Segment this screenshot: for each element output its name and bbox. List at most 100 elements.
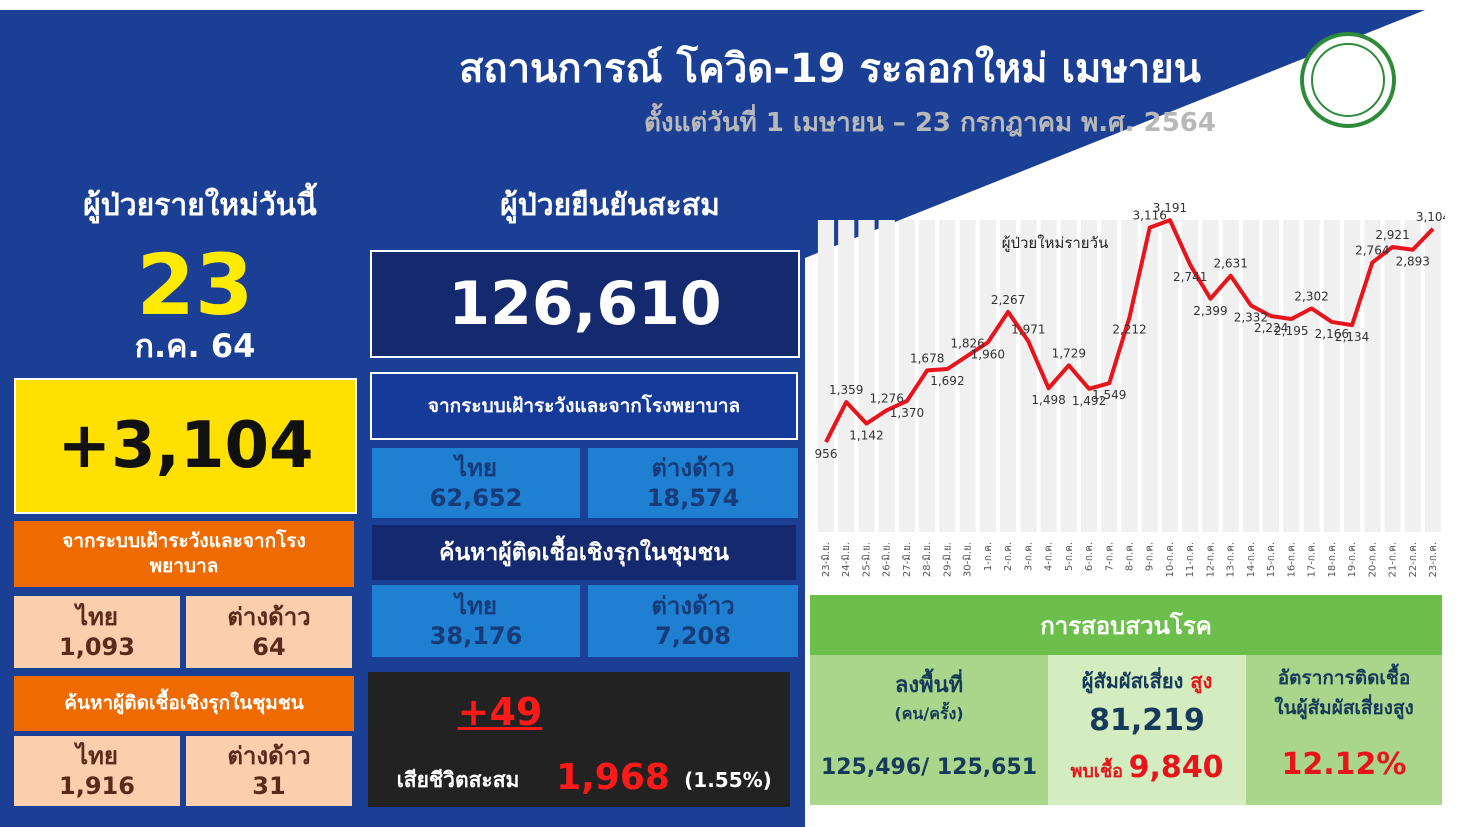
- x-tick-label: 6-ก.ค.: [1084, 542, 1095, 571]
- x-tick-label: 23-ก.ค.: [1428, 542, 1439, 577]
- x-tick-label: 24-มิ.ย.: [841, 542, 852, 577]
- x-tick-label: 10-ก.ค.: [1165, 542, 1176, 577]
- value-label: 2,224: [1254, 321, 1288, 335]
- deaths-new: +49: [457, 690, 543, 734]
- x-tick-label: 12-ก.ค.: [1205, 542, 1216, 577]
- line-chart: ผู้ป่วยใหม่รายวัน 956 23-มิ.ย. 1,359 24-มิ.ย…: [815, 201, 1445, 577]
- value-label: 2,267: [991, 293, 1025, 307]
- background-bar: [898, 220, 916, 532]
- value: 1,093: [59, 633, 135, 661]
- today-day: 23: [136, 236, 254, 334]
- background-bar: [1080, 220, 1098, 532]
- value: 18,574: [646, 484, 740, 512]
- value-label: 1,370: [890, 406, 924, 420]
- found: พบเชื้อ 9,840: [1071, 750, 1224, 785]
- label-high: สูง: [1190, 669, 1213, 693]
- value-label: 1,729: [1052, 346, 1086, 360]
- background-bar: [1000, 220, 1017, 532]
- cumulative-hospital-thai: ไทย 62,652: [372, 448, 580, 518]
- label: ไทย: [455, 454, 497, 482]
- value-label: 1,142: [849, 429, 883, 443]
- background-bar: [1101, 220, 1118, 532]
- background-bar: [1020, 220, 1037, 532]
- investigation-title: การสอบสวนโรค: [810, 595, 1442, 655]
- value-label: 2,741: [1173, 270, 1207, 284]
- logo: [1300, 32, 1396, 128]
- value-label: 1,359: [829, 383, 863, 397]
- unit: (คน/ครั้ง): [894, 704, 964, 723]
- contacts: ผู้สัมผัสเสี่ยง สูง 81,219 พบเชื้อ 9,840: [1048, 655, 1246, 805]
- today-hospital-foreign: ต่างด้าว 64: [186, 596, 352, 668]
- value: 12.12%: [1281, 747, 1407, 782]
- x-tick-label: 20-ก.ค.: [1367, 542, 1378, 577]
- label: ต่างด้าว: [227, 603, 311, 631]
- value-label: 2,399: [1193, 304, 1227, 318]
- x-tick-label: 7-ก.ค.: [1104, 542, 1115, 571]
- x-tick-label: 21-ก.ค.: [1388, 542, 1399, 577]
- x-tick-label: 30-มิ.ย.: [963, 542, 974, 577]
- background-bar: [1060, 220, 1077, 532]
- today-community-thai: ไทย 1,916: [14, 736, 180, 806]
- label: ผู้สัมผัสเสี่ยง สูง: [1082, 665, 1213, 697]
- today-hospital-label: จากระบบเฝ้าระวังและจากโรงพยาบาล: [14, 521, 354, 587]
- value: 31: [252, 772, 286, 800]
- chart-title: ผู้ป่วยใหม่รายวัน: [1002, 234, 1109, 252]
- value-label: 2,893: [1396, 255, 1430, 269]
- today-hospital-thai: ไทย 1,093: [14, 596, 180, 668]
- x-tick-label: 18-ก.ค.: [1327, 542, 1338, 577]
- background-bar: [878, 220, 895, 532]
- x-tick-label: 5-ก.ค.: [1064, 542, 1075, 571]
- label: ต่างด้าว: [227, 742, 311, 770]
- background-bar: [1343, 220, 1361, 532]
- value-label: 1,826: [950, 337, 984, 351]
- background-bar: [1303, 220, 1320, 532]
- x-tick-label: 4-ก.ค.: [1044, 542, 1055, 571]
- today-heading: ผู้ป่วยรายใหม่วันนี้: [83, 187, 317, 223]
- value: 1,916: [59, 772, 135, 800]
- x-tick-label: 1-ก.ค.: [983, 542, 994, 571]
- value-label: 2,195: [1274, 324, 1308, 338]
- value-label: 1,549: [1092, 388, 1126, 402]
- value-label: 2,302: [1294, 289, 1328, 303]
- background-bar: [959, 220, 976, 532]
- background-bar: [979, 220, 996, 532]
- label: ไทย: [76, 603, 118, 631]
- label: ลงพื้นที่: [894, 673, 964, 698]
- background-bar: [1283, 220, 1300, 532]
- x-tick-label: 8-ก.ค.: [1125, 542, 1136, 571]
- line: [824, 218, 1435, 443]
- value-label: 2,166: [1315, 327, 1349, 341]
- background-bar: [1424, 220, 1442, 532]
- value-label: 1,492: [1072, 394, 1106, 408]
- x-tick-label: 19-ก.ค.: [1347, 542, 1358, 577]
- cumulative-community-thai: ไทย 38,176: [372, 585, 580, 657]
- value: 7,208: [655, 622, 731, 650]
- deaths-label: เสียชีวิตสะสม: [396, 767, 520, 792]
- cumulative-hospital-foreign: ต่างด้าว 18,574: [588, 448, 798, 518]
- cumulative-hospital-label: จากระบบเฝ้าระวังและจากโรงพยาบาล: [370, 372, 798, 440]
- background-bar: [1202, 220, 1219, 532]
- deaths-box: [368, 672, 790, 807]
- x-tick-label: 28-มิ.ย.: [922, 542, 933, 577]
- value-label: 1,960: [971, 347, 1005, 361]
- x-tick-label: 16-ก.ค.: [1286, 542, 1297, 577]
- x-tick-label: 17-ก.ค.: [1307, 542, 1318, 577]
- today-community-foreign: ต่างด้าว 31: [186, 736, 352, 806]
- x-tick-label: 26-มิ.ย.: [882, 542, 893, 577]
- value-label: 2,921: [1375, 228, 1409, 242]
- background-bar: [1141, 220, 1158, 532]
- label: ไทย: [455, 592, 497, 620]
- background-bar: [1384, 220, 1401, 532]
- label-line1: อัตราการติดเชื้อ: [1277, 667, 1411, 689]
- cumulative-total: 126,610: [370, 250, 800, 358]
- background-bar: [1182, 220, 1199, 532]
- background-bar: [1121, 220, 1138, 532]
- x-tick-label: 11-ก.ค.: [1185, 542, 1196, 577]
- value: 38,176: [429, 622, 523, 650]
- rate: อัตราการติดเชื้อ ในผู้สัมผัสเสี่ยงสูง 12…: [1246, 655, 1442, 805]
- value-label: 3,104: [1416, 210, 1445, 224]
- value-label: 3,191: [1153, 201, 1187, 215]
- x-tick-label: 3-ก.ค.: [1023, 542, 1034, 571]
- cumulative-community-foreign: ต่างด้าว 7,208: [588, 585, 798, 657]
